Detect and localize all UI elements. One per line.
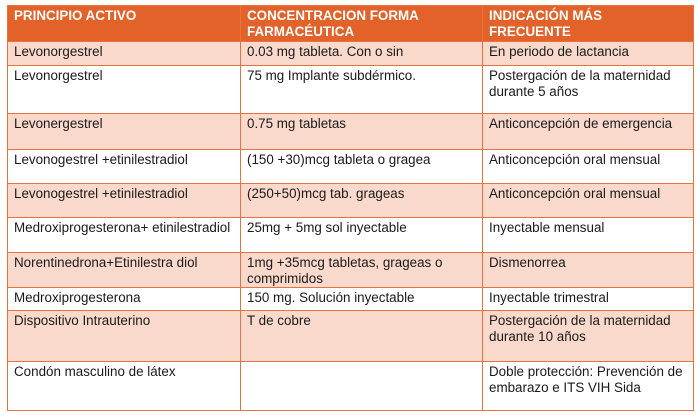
- cell-concentracion: 1mg +35mcg tabletas, grageas o comprimid…: [240, 252, 483, 288]
- cell-indicacion: Inyectable mensual: [482, 217, 694, 253]
- table-row: Dispositivo Intrauterino T de cobre Poster…: [7, 310, 694, 362]
- cell-indicacion: Anticoncepción de emergencia: [482, 113, 694, 150]
- table-row: Medroxiprogesterona 150 mg. Solución inye…: [7, 287, 694, 311]
- table-row: Levonorgestrel 0.03 mg tableta. Con o sin…: [7, 41, 694, 66]
- cell-indicacion: Postergación de la maternidad durante 10…: [482, 310, 694, 362]
- table-row: Medroxiprogesterona+ etinilestradiol 25mg…: [7, 217, 694, 253]
- cell-concentracion: 25mg + 5mg sol inyectable: [240, 217, 483, 253]
- header-row: PRINCIPIO ACTIVO CONCENTRACION FORMA FAR…: [7, 5, 694, 42]
- cell-principio-activo: Levonogestrel +etinilestradiol: [7, 183, 241, 218]
- cell-concentracion: 0.03 mg tableta. Con o sin: [240, 41, 483, 66]
- cell-concentracion: 150 mg. Solución inyectable: [240, 287, 483, 311]
- cell-principio-activo: Levonogestrel +etinilestradiol: [7, 149, 241, 184]
- cell-principio-activo: Medroxiprogesterona+ etinilestradiol: [7, 217, 241, 253]
- cell-concentracion: (150 +30)mcg tableta o gragea: [240, 149, 483, 184]
- cell-concentracion: [240, 361, 483, 411]
- cell-principio-activo: Levonorgestrel: [7, 65, 241, 114]
- table-row: Levonorgestrel 75 mg Implante subdérmico.…: [7, 65, 694, 114]
- cell-principio-activo: Levonorgestrel: [7, 41, 241, 66]
- header-concentracion: CONCENTRACION FORMA FARMACÉUTICA: [240, 5, 483, 42]
- header-indicacion: INDICACIÓN MÁS FRECUENTE: [482, 5, 694, 42]
- cell-concentracion: T de cobre: [240, 310, 483, 362]
- cell-indicacion: Postergación de la maternidad durante 5 …: [482, 65, 694, 114]
- cell-concentracion: (250+50)mcg tab. grageas: [240, 183, 483, 218]
- cell-indicacion: En periodo de lactancia: [482, 41, 694, 66]
- table-row: Norentinedrona+Etinilestra diol 1mg +35mc…: [7, 252, 694, 288]
- table-row: Levonergestrel 0.75 mg tabletas Anticoncep…: [7, 113, 694, 150]
- header-principio-activo: PRINCIPIO ACTIVO: [7, 5, 241, 42]
- cell-indicacion: Doble protección: Prevención de embarazo…: [482, 361, 694, 411]
- cell-concentracion: 75 mg Implante subdérmico.: [240, 65, 483, 114]
- contraceptive-table: PRINCIPIO ACTIVO CONCENTRACION FORMA FAR…: [7, 5, 694, 411]
- cell-indicacion: Anticoncepción oral mensual: [482, 183, 694, 218]
- cell-indicacion: Anticoncepción oral mensual: [482, 149, 694, 184]
- cell-principio-activo: Norentinedrona+Etinilestra diol: [7, 252, 241, 288]
- cell-principio-activo: Condón masculino de látex: [7, 361, 241, 411]
- cell-concentracion: 0.75 mg tabletas: [240, 113, 483, 150]
- cell-indicacion: Dismenorrea: [482, 252, 694, 288]
- cell-principio-activo: Levonergestrel: [7, 113, 241, 150]
- cell-indicacion: Inyectable trimestral: [482, 287, 694, 311]
- table-row: Levonogestrel +etinilestradiol (250+50)mc…: [7, 183, 694, 218]
- cell-principio-activo: Dispositivo Intrauterino: [7, 310, 241, 362]
- table-row: Levonogestrel +etinilestradiol (150 +30)m…: [7, 149, 694, 184]
- table-row: Condón masculino de látex Doble protecció…: [7, 361, 694, 411]
- cell-principio-activo: Medroxiprogesterona: [7, 287, 241, 311]
